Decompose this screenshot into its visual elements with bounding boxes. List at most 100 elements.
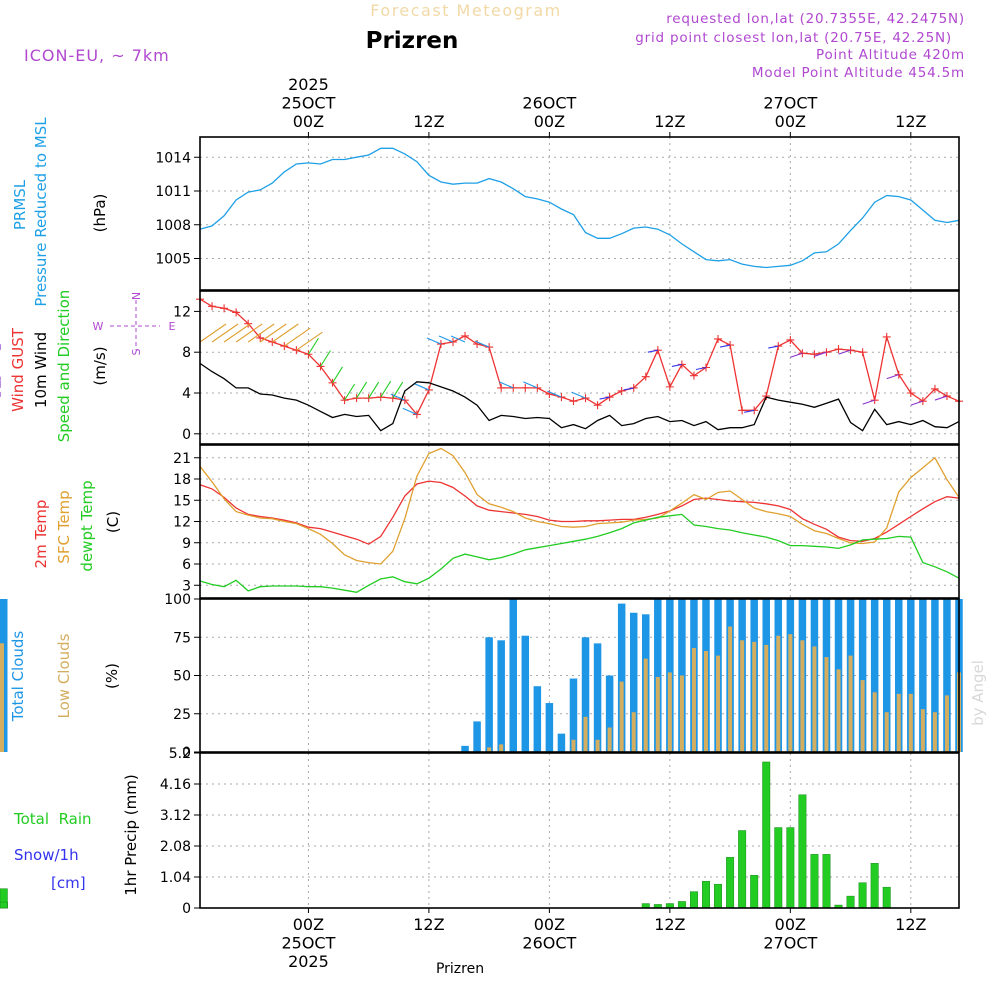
clouds-panel: 0 25 50 75 100 <box>0 592 963 761</box>
precip-ytick-label: 1.04 <box>160 870 191 886</box>
low-clouds-bar <box>764 644 769 752</box>
gust-marker <box>352 394 361 403</box>
wind-direction-arrow <box>695 366 707 371</box>
snow-label: Snow/1h <box>14 846 79 864</box>
low-clouds-bar <box>932 712 937 752</box>
wind-direction-arrow <box>744 409 755 413</box>
gust-marker <box>473 340 482 349</box>
total-rain-bar <box>798 794 807 909</box>
footer-location: Prizren <box>436 961 484 977</box>
total-rain-bar <box>714 883 722 909</box>
top_ticks-tick-label: 00Z <box>534 112 565 131</box>
gust-marker <box>569 397 578 406</box>
low-clouds-bar <box>619 681 624 752</box>
low-clouds-bar <box>704 651 708 752</box>
low-clouds-bar <box>499 744 504 752</box>
pressure-frame <box>199 136 960 291</box>
low-clouds-bar <box>631 712 636 752</box>
bottom_ticks-tick-label: 2025 <box>288 952 329 971</box>
wind-ytick-label: 8 <box>182 345 191 361</box>
wind-direction-arrow <box>719 344 731 348</box>
temperature-frame <box>199 444 960 599</box>
gust-marker <box>376 393 385 402</box>
total-rain-bar <box>882 886 891 909</box>
total-clouds-bar <box>919 599 927 752</box>
low-clouds-bar <box>667 672 672 752</box>
model-altitude: Model Point Altitude 454.5m <box>752 65 965 81</box>
total-rain-bar <box>702 880 710 909</box>
total-rain-bar <box>870 863 879 909</box>
wind-ytick-label: 0 <box>182 427 191 443</box>
total-clouds-bar <box>581 637 590 752</box>
temp-unit: (C) <box>104 511 122 533</box>
gust-marker <box>689 371 698 380</box>
pressure-unit: (hPa) <box>91 194 109 233</box>
gust-marker <box>256 333 265 342</box>
gust-marker <box>316 362 325 371</box>
dewpt-label: dewpt Temp <box>78 480 96 571</box>
wind-dir-label: Speed and Direction <box>55 290 73 443</box>
wind-direction-arrow <box>910 400 924 406</box>
wind-direction-arrow <box>838 349 851 355</box>
prmsl-label: PRMSL <box>11 179 29 230</box>
low-clouds-bar <box>908 693 913 752</box>
low-clouds-bar <box>944 695 949 752</box>
gust-marker <box>665 382 674 391</box>
wind-direction-arrow <box>599 396 610 400</box>
low-clouds-bar <box>679 675 684 752</box>
prmsl-long-label: Pressure Reduced to MSL <box>32 117 50 307</box>
point-altitude: Point Altitude 420m <box>816 47 965 63</box>
low-clouds-bar <box>836 669 841 752</box>
total-rain-bar <box>677 901 686 909</box>
total-clouds-bar <box>521 635 530 752</box>
gust-marker <box>400 396 409 405</box>
compass-south: S <box>130 348 143 355</box>
temperature-ytick-label: 3 <box>182 578 191 594</box>
low-clouds-bar <box>860 680 865 752</box>
wind-direction-arrow <box>768 345 779 349</box>
wind-direction-arrow <box>547 390 562 398</box>
gust-marker <box>581 394 590 403</box>
bottom_ticks-tick-label: 00Z <box>775 915 806 934</box>
total-clouds-bar <box>509 599 517 752</box>
wind-direction-arrow <box>247 323 275 343</box>
compass-north: N <box>130 292 143 300</box>
precip-ytick-label: 4.16 <box>160 777 191 793</box>
wind-direction-arrow <box>402 407 418 415</box>
low-clouds-bar <box>920 709 925 752</box>
low-clouds-bar <box>728 626 733 752</box>
total-clouds-bar <box>870 599 879 752</box>
bottom_ticks-tick-label: 26OCT <box>522 934 576 953</box>
wind-ytick-label: 4 <box>182 386 191 402</box>
dewpt-temp-line <box>199 513 960 593</box>
wind-direction-arrow <box>199 323 227 343</box>
wind-direction-arrow <box>571 391 586 399</box>
total-clouds-bar <box>882 599 891 752</box>
cloud-unit: (%) <box>103 663 121 689</box>
wind-direction-arrow <box>647 349 658 353</box>
total-clouds-bar <box>497 640 505 752</box>
wind-label: 10m Wind <box>32 332 50 408</box>
pressure-ytick-label: 1011 <box>155 184 191 200</box>
precip-frame <box>199 752 960 909</box>
2m-temp-line <box>199 480 960 545</box>
wind-direction-arrow <box>356 381 368 399</box>
temperature-panel: 3 6 9 12 15 18 21 <box>173 444 960 599</box>
wind-direction-arrow <box>474 340 490 348</box>
total-clouds-bar <box>629 612 638 752</box>
wind-direction-arrow <box>235 323 263 343</box>
gust-marker <box>557 393 566 402</box>
wind-direction-arrow <box>284 327 311 347</box>
gust-marker <box>340 396 349 405</box>
compass-rose: N E S W <box>93 292 176 356</box>
temperature-ytick-label: 12 <box>173 515 191 531</box>
wind-panel: 0 4 8 12 <box>0 291 963 445</box>
wind-direction-arrow <box>296 331 323 351</box>
compass-east: E <box>169 320 176 333</box>
wind-direction-arrow <box>426 337 442 345</box>
gust-marker <box>485 343 494 352</box>
bottom_ticks-tick-label: 25OCT <box>281 934 335 953</box>
precip-side-labels: Total Rain Snow/1h [cm] 1hr Precip (mm) <box>13 774 140 895</box>
compass-west: W <box>93 320 104 333</box>
pressure-panel: 1005 1008 1011 1014 <box>155 136 960 291</box>
